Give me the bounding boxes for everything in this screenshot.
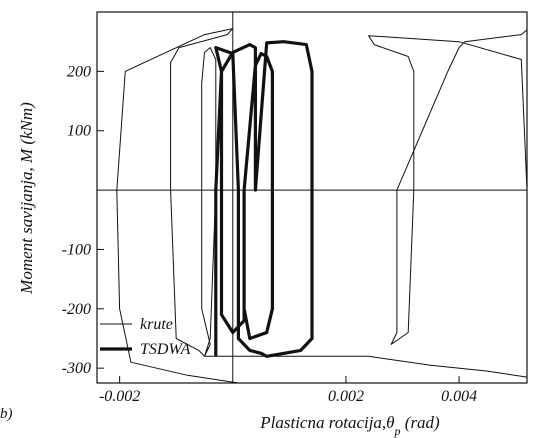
- series-line-tsdwa: [214, 40, 314, 358]
- legend-label-krute: krute: [140, 316, 173, 333]
- y-tick-label: 100: [67, 123, 91, 140]
- y-tick-label: 200: [67, 63, 91, 80]
- y-axis-title: Moment savijanja, M (kNm): [17, 102, 36, 295]
- panel-label: b): [0, 406, 13, 422]
- y-tick-label: -100: [62, 241, 91, 258]
- legend: krute TSDWA: [100, 316, 191, 358]
- x-axis-title: Plasticna rotacija,θp (rad): [259, 413, 440, 438]
- x-tick-label: 0.002: [328, 388, 364, 405]
- x-tick-label: 0.004: [441, 388, 477, 405]
- x-axis-title-subscript: p: [394, 424, 401, 438]
- x-axis-title-main: Plasticna rotacija,θ: [259, 413, 394, 432]
- series-line-krute: [116, 28, 528, 384]
- y-axis-ticks: 200 100 -100 -200 -300: [62, 63, 104, 377]
- x-axis-title-unit: (rad): [401, 413, 441, 432]
- legend-label-tsdwa: TSDWA: [140, 341, 191, 358]
- y-tick-label: -300: [62, 360, 91, 377]
- series-layer: [116, 28, 528, 384]
- x-tick-label: -0.002: [99, 388, 140, 405]
- x-axis-ticks: -0.002 0.002 0.004: [99, 376, 477, 405]
- y-tick-label: -200: [62, 301, 91, 318]
